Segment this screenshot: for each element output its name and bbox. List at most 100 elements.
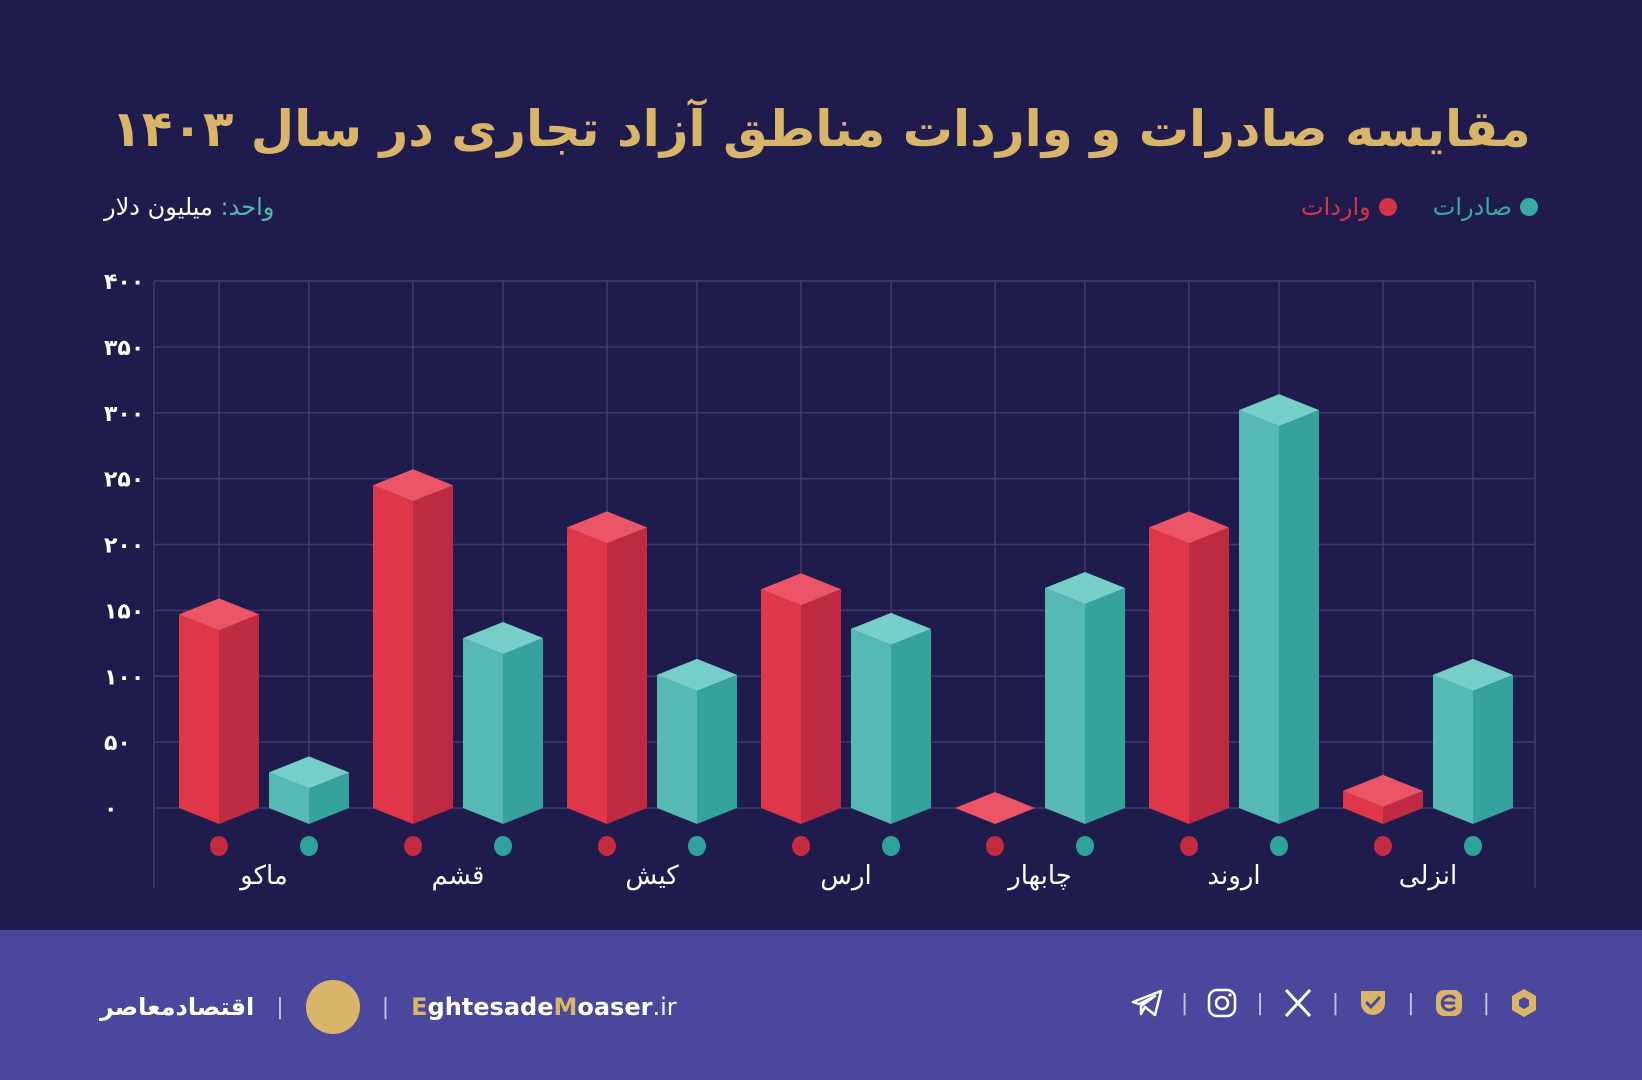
- bar-exports: [1239, 394, 1319, 824]
- series-dot-icon: [210, 836, 228, 856]
- bar-face-left: [179, 614, 219, 824]
- bar-imports: [179, 598, 259, 824]
- bar-exports: [657, 658, 737, 824]
- series-dot-icon: [598, 836, 616, 856]
- series-dot-icon: [1464, 836, 1482, 856]
- bar-face-left: [1343, 790, 1383, 824]
- bar-top: [1045, 571, 1125, 604]
- bar-face-right: [1085, 587, 1125, 824]
- bar-exports: [1045, 571, 1125, 824]
- bar-face-left: [269, 772, 309, 824]
- bar-face-right: [607, 527, 647, 824]
- bar-top: [955, 792, 1035, 824]
- x-icon[interactable]: [1280, 985, 1316, 1021]
- exports-dot-icon: [1520, 198, 1538, 216]
- legend: صادرات واردات: [1301, 193, 1538, 221]
- y-tick-label: ۴۰۰: [104, 270, 144, 295]
- instagram-icon[interactable]: [1204, 985, 1240, 1021]
- telegram-icon[interactable]: [1129, 985, 1165, 1021]
- y-tick-label: ۱۰۰: [104, 665, 144, 690]
- series-dot-icon: [300, 836, 318, 856]
- bale-icon[interactable]: [1355, 985, 1391, 1021]
- series-dot-icon: [1374, 836, 1392, 856]
- series-dot-icon: [1076, 836, 1094, 856]
- y-tick-label: ۲۵۰: [104, 468, 144, 493]
- bar-top: [761, 573, 841, 606]
- series-dot-icon: [1180, 836, 1198, 856]
- brand: اقتصادمعاصر | | EghtesadeMoaser.ir: [100, 980, 677, 1034]
- footer: اقتصادمعاصر | | EghtesadeMoaser.ir | | |…: [0, 930, 1642, 1080]
- bar-imports: [567, 511, 647, 824]
- bar-face-left: [567, 527, 607, 824]
- legend-exports-label: صادرات: [1432, 193, 1512, 221]
- bar-top: [1239, 394, 1319, 427]
- bar-top: [269, 756, 349, 789]
- bar-top: [1343, 774, 1423, 807]
- bar-top: [463, 622, 543, 655]
- social-links: | | | | |: [1129, 985, 1542, 1021]
- logo-icon: [305, 980, 360, 1034]
- category-group: ارس: [761, 573, 931, 891]
- bar-face-left: [851, 628, 891, 824]
- bar-face-left: [761, 589, 801, 824]
- bar-top: [1433, 658, 1513, 691]
- category-label: کیش: [625, 861, 679, 891]
- website-link[interactable]: EghtesadeMoaser.ir: [411, 993, 677, 1021]
- y-tick-label: ۰: [104, 797, 117, 822]
- series-dot-icon: [882, 836, 900, 856]
- series-dot-icon: [688, 836, 706, 856]
- bar-face-right: [891, 628, 931, 824]
- series-dot-icon: [792, 836, 810, 856]
- category-label: ارس: [820, 861, 872, 891]
- separator: |: [381, 994, 390, 1020]
- category-group: چابهار: [955, 571, 1125, 891]
- category-group: قشم: [373, 469, 543, 891]
- bar-face-left: [373, 485, 413, 824]
- category-group: اروند: [1149, 394, 1319, 891]
- bar-face-left: [1433, 674, 1473, 824]
- category-label: قشم: [432, 861, 485, 891]
- bar-face-right: [219, 614, 259, 824]
- category-label: ماکو: [238, 861, 288, 891]
- y-tick-label: ۱۵۰: [104, 599, 144, 624]
- bar-imports: [373, 469, 453, 824]
- bar-top: [567, 511, 647, 544]
- bar-top: [179, 598, 259, 631]
- category-label: انزلی: [1399, 861, 1457, 891]
- chart-title: مقایسه صادرات و واردات مناطق آزاد تجاری …: [111, 100, 1531, 158]
- unit-label: واحد: میلیون دلار: [104, 193, 274, 221]
- separator: |: [276, 994, 284, 1020]
- series-dot-icon: [1270, 836, 1288, 856]
- bar-face-right: [503, 638, 543, 824]
- category-group: انزلی: [1343, 658, 1513, 891]
- unit-value: میلیون دلار: [104, 193, 213, 221]
- bar-imports: [1343, 774, 1423, 824]
- bar-imports: [761, 573, 841, 824]
- bar-exports: [463, 622, 543, 824]
- bar-imports: [955, 792, 1035, 824]
- bar-face-right: [801, 589, 841, 824]
- bar-exports: [269, 756, 349, 824]
- category-label: اروند: [1207, 861, 1260, 891]
- bar-top: [657, 658, 737, 691]
- bar-face-left: [1239, 410, 1279, 824]
- legend-imports: واردات: [1301, 193, 1397, 221]
- bar-face-left: [1149, 527, 1189, 824]
- bar-top: [373, 469, 453, 502]
- bar-face-right: [413, 485, 453, 824]
- eitaa-icon[interactable]: [1431, 985, 1467, 1021]
- y-tick-label: ۲۰۰: [104, 534, 144, 559]
- imports-dot-icon: [1378, 198, 1397, 216]
- rubika-icon[interactable]: [1506, 985, 1542, 1021]
- bar-top: [851, 612, 931, 645]
- bar-top: [1149, 511, 1229, 544]
- series-dot-icon: [986, 836, 1004, 856]
- bar-face-left: [1045, 587, 1085, 824]
- series-dot-icon: [494, 836, 512, 856]
- bar-face-right: [697, 674, 737, 824]
- bar-chart: ۰ ۵۰ ۱۰۰ ۱۵۰ ۲۰۰ ۲۵۰ ۳۰۰ ۳۵۰ ۴۰۰ ماکو قشم کیش ارس چاب…: [104, 270, 1536, 891]
- y-tick-label: ۵۰: [104, 731, 131, 756]
- y-tick-label: ۳۰۰: [104, 402, 144, 427]
- brand-name: اقتصادمعاصر: [100, 993, 255, 1021]
- category-group: ماکو: [179, 598, 349, 891]
